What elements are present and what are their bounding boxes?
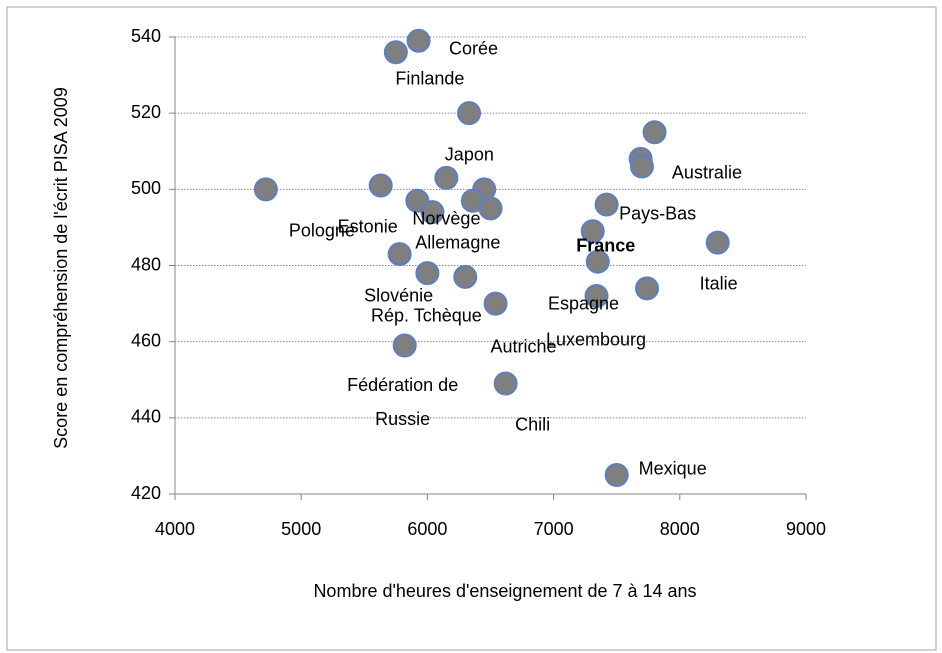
point: [253, 177, 278, 202]
point: [457, 101, 482, 126]
point-label: Finlande: [395, 68, 465, 89]
point: [478, 196, 503, 221]
point-label: France: [576, 235, 636, 256]
point-label: Autriche: [490, 336, 557, 357]
y-tick-label: 540: [131, 26, 161, 46]
point: [368, 173, 393, 198]
x-tick-label: 7000: [534, 519, 574, 539]
point: [415, 261, 440, 286]
point-label: Luxembourg: [545, 329, 647, 350]
x-axis-label: Nombre d'heures d'enseignement de 7 à 14…: [313, 581, 696, 601]
point: [629, 154, 654, 179]
point-label: Allemagne: [415, 232, 501, 253]
x-tick-label: 8000: [660, 519, 700, 539]
point-label: Pays-Bas: [619, 203, 697, 224]
point: [493, 371, 518, 396]
point-label: Italie: [699, 273, 738, 294]
x-tick-label: 6000: [407, 519, 447, 539]
x-tick-label: 4000: [155, 519, 195, 539]
point: [584, 283, 609, 308]
point: [383, 40, 408, 65]
point-label: Chili: [515, 414, 551, 435]
point: [483, 291, 508, 316]
point-label: Fédération de Russie: [347, 375, 459, 430]
point: [585, 249, 610, 274]
y-tick-label: 420: [131, 483, 161, 503]
y-axis-label: Score en compréhension de l'écrit PISA 2…: [51, 87, 71, 449]
y-tick-label: 440: [131, 407, 161, 427]
point: [453, 264, 478, 289]
point: [580, 219, 605, 244]
y-tick-label: 500: [131, 178, 161, 198]
point-label: Norvège: [412, 208, 481, 229]
y-tick-label: 460: [131, 330, 161, 350]
point-label: Slovénie: [364, 285, 434, 306]
point: [594, 192, 619, 217]
point-label: Australie: [671, 162, 742, 183]
point: [392, 333, 417, 358]
point: [642, 120, 667, 145]
point: [420, 200, 445, 225]
point: [705, 230, 730, 255]
point-label: Rép. Tchèque: [371, 305, 482, 326]
point: [387, 242, 412, 267]
point-label: Estonie: [337, 216, 398, 237]
point: [406, 28, 431, 53]
point: [434, 165, 459, 190]
point: [634, 276, 659, 301]
x-tick-label: 5000: [281, 519, 321, 539]
point-label: Pologne: [288, 220, 355, 241]
point-label: Japon: [444, 144, 494, 165]
point: [604, 462, 629, 487]
point-label: Espagne: [547, 293, 620, 314]
point-label: Corée: [449, 38, 499, 59]
point-label: Mexique: [638, 458, 707, 479]
x-tick-label: 9000: [786, 519, 826, 539]
y-tick-label: 480: [131, 254, 161, 274]
y-tick-label: 520: [131, 102, 161, 122]
